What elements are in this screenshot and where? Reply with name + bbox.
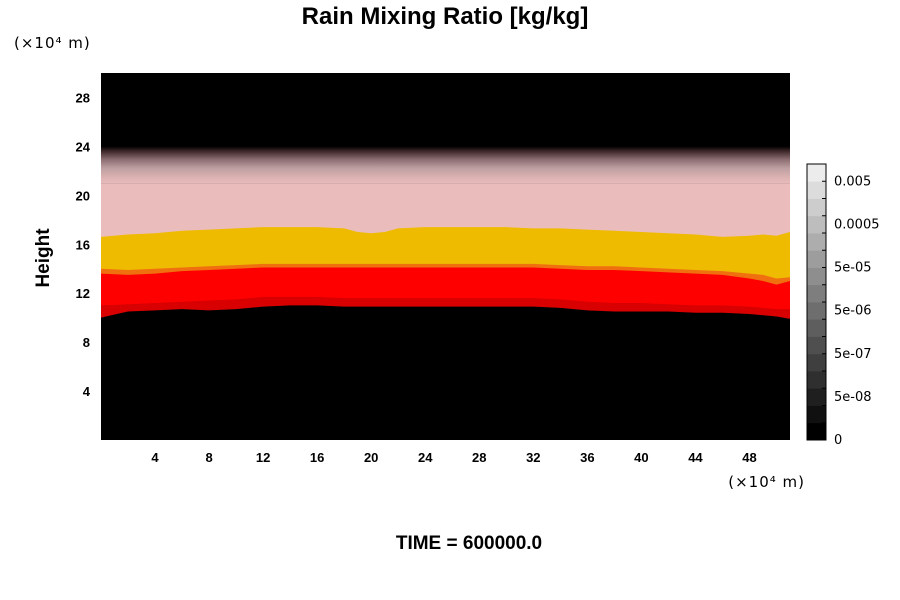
colorbar-tick-label: 5e-06 xyxy=(834,304,872,319)
x-tick-label: 36 xyxy=(580,450,594,465)
x-axis: 4 8 12 16 20 24 28 32 36 40 44 48 xyxy=(151,450,756,465)
x-tick-label: 12 xyxy=(256,450,270,465)
colorbar-tick-label: 0.0005 xyxy=(834,217,880,232)
colorbar-swatch xyxy=(807,233,826,251)
band-upper-fade xyxy=(101,146,790,184)
colorbar-swatch xyxy=(807,371,826,389)
y-tick-label: 8 xyxy=(83,335,90,350)
colorbar-tick-label: 5e-05 xyxy=(834,261,872,276)
colorbar-tick-label: 0 xyxy=(834,433,842,448)
colorbar-swatch xyxy=(807,181,826,199)
colorbar-swatch xyxy=(807,353,826,372)
colorbar: 0 5e-08 5e-07 5e-06 5e-05 0.0005 0.005 xyxy=(806,163,880,448)
colorbar-swatch xyxy=(807,388,826,406)
y-tick-label: 12 xyxy=(76,286,90,301)
y-axis-unit: (×10⁴ m) xyxy=(14,34,91,52)
y-tick-label: 28 xyxy=(76,90,90,105)
x-tick-label: 4 xyxy=(151,450,159,465)
x-axis-unit: (×10⁴ m) xyxy=(728,473,805,491)
y-tick-label: 20 xyxy=(76,188,90,203)
y-axis: 4 8 12 16 20 24 28 xyxy=(76,90,91,399)
x-tick-label: 8 xyxy=(205,450,212,465)
colorbar-swatch xyxy=(807,284,826,303)
x-tick-label: 40 xyxy=(634,450,648,465)
x-tick-label: 32 xyxy=(526,450,540,465)
colorbar-swatch xyxy=(807,405,826,424)
colorbar-tick-label: 5e-08 xyxy=(834,390,872,405)
x-tick-label: 44 xyxy=(688,450,703,465)
colorbar-swatch xyxy=(807,336,826,355)
time-label: TIME = 600000.0 xyxy=(396,533,542,554)
colorbar-swatch xyxy=(807,319,826,337)
plot-area xyxy=(101,73,790,440)
colorbar-swatch xyxy=(807,302,826,320)
colorbar-tick-label: 0.005 xyxy=(834,174,871,189)
chart-title: Rain Mixing Ratio [kg/kg] xyxy=(302,3,589,30)
y-axis-label: Height xyxy=(33,228,54,288)
x-tick-label: 28 xyxy=(472,450,486,465)
colorbar-swatch xyxy=(807,250,826,268)
y-tick-label: 24 xyxy=(76,139,91,154)
colorbar-swatch xyxy=(807,164,826,182)
x-tick-label: 20 xyxy=(364,450,378,465)
y-tick-label: 4 xyxy=(83,384,91,399)
x-tick-label: 16 xyxy=(310,450,324,465)
colorbar-tick-label: 5e-07 xyxy=(834,347,872,362)
colorbar-swatch xyxy=(807,422,826,441)
x-tick-label: 48 xyxy=(742,450,756,465)
x-tick-label: 24 xyxy=(418,450,433,465)
band-bottom xyxy=(101,305,790,440)
colorbar-swatch xyxy=(807,198,826,217)
y-tick-label: 16 xyxy=(76,237,90,252)
colorbar-swatch xyxy=(807,267,826,286)
colorbar-swatch xyxy=(807,215,826,234)
